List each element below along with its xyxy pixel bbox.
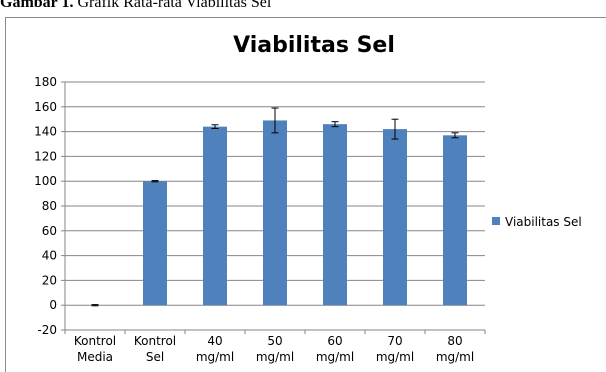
legend: Viabilitas Sel: [492, 215, 582, 229]
legend-swatch: [492, 217, 500, 225]
bar-2: [203, 126, 227, 306]
x-tick-label-2-1: mg/ml: [196, 350, 234, 364]
x-tick-label-1-0: Kontrol: [134, 334, 176, 348]
legend-label: Viabilitas Sel: [505, 215, 582, 229]
bar-4: [323, 124, 347, 306]
chart-title: Viabilitas Sel: [233, 33, 395, 58]
figure-caption: Gambar 1. Grafik Rata-rata Viabilitas Se…: [0, 0, 271, 12]
y-tick-label-80: 80: [42, 199, 57, 213]
y-tick-label-140: 140: [34, 125, 57, 139]
x-tick-label-0-0: Kontrol: [74, 334, 116, 348]
x-tick-label-0-1: Media: [77, 350, 113, 364]
y-tick-label-100: 100: [34, 174, 57, 188]
caption-label: Gambar 1.: [0, 0, 74, 11]
x-tick-label-4-1: mg/ml: [316, 350, 354, 364]
y-tick-labels: -20 0 20 40 60 80 100 120 140 160 180: [34, 75, 57, 337]
caption-text: Grafik Rata-rata Viabilitas Sel: [77, 0, 272, 11]
y-tick-label--20: -20: [37, 323, 57, 337]
x-tick-labels: Kontrol Media Kontrol Sel 40 mg/ml 50 mg/ml 60 mg…: [74, 334, 474, 364]
x-tick-label-2-0: 40: [207, 334, 222, 348]
x-tick-label-3-0: 50: [267, 334, 282, 348]
y-tick-label-120: 120: [34, 149, 57, 163]
x-tick-label-5-0: 70: [387, 334, 402, 348]
x-tick-label-1-1: Sel: [146, 350, 164, 364]
bar-1: [143, 181, 167, 306]
chart-area-frame: [5, 17, 606, 372]
bars: [143, 120, 467, 306]
x-tick-label-4-0: 60: [327, 334, 342, 348]
bar-5: [383, 129, 407, 306]
y-tick-label-160: 160: [34, 100, 57, 114]
y-tick-label-0: 0: [49, 298, 57, 312]
x-tick-label-6-1: mg/ml: [436, 350, 474, 364]
bar-3: [263, 120, 287, 306]
y-tick-label-60: 60: [42, 224, 57, 238]
y-tick-label-40: 40: [42, 249, 57, 263]
axes: [61, 81, 486, 334]
y-tick-label-20: 20: [42, 273, 57, 287]
error-bars: [91, 107, 459, 307]
bar-6: [443, 135, 467, 306]
x-tick-label-5-1: mg/ml: [376, 350, 414, 364]
y-tick-label-180: 180: [34, 75, 57, 89]
x-tick-label-3-1: mg/ml: [256, 350, 294, 364]
x-tick-label-6-0: 80: [447, 334, 462, 348]
